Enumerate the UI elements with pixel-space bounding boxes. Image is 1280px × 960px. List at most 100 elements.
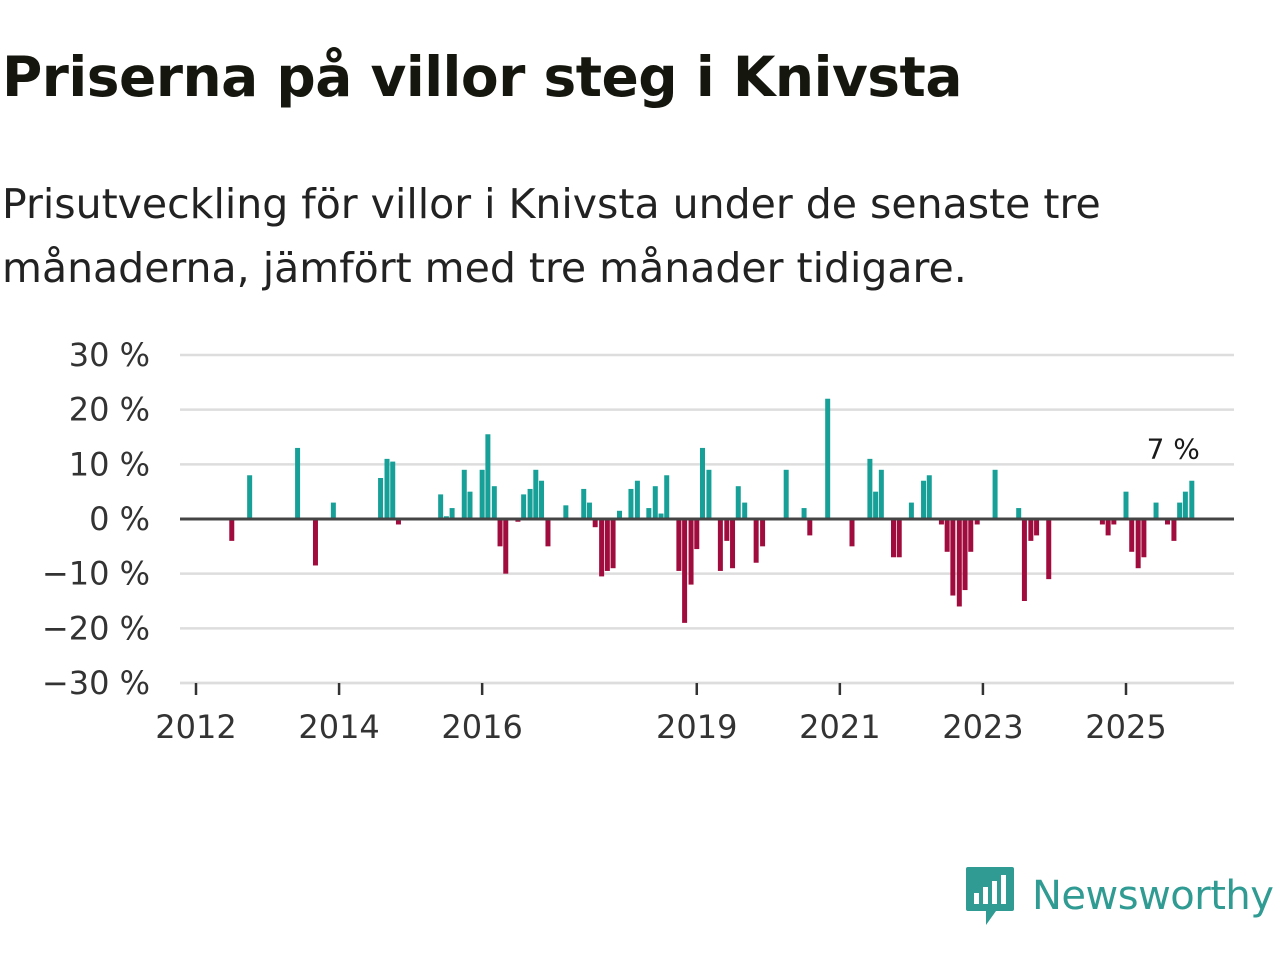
bar [545,519,551,547]
x-tick-label: 2012 [155,708,236,746]
bar [724,519,730,541]
bar [1164,519,1170,525]
bar [699,447,705,519]
chart-subtitle: Prisutveckling för villor i Knivsta unde… [2,180,1101,292]
bar [1028,519,1034,541]
bar [742,502,748,519]
bar [676,519,682,571]
y-tick-label: −10 % [42,555,150,593]
bar [599,519,605,577]
bar [896,519,902,558]
y-tick-label: −20 % [42,609,150,647]
bar [604,519,610,571]
bar [926,475,932,519]
chart-title: Priserna på villor steg i Knivsta [2,45,962,109]
bar [1171,519,1177,541]
bar [956,519,962,607]
bar [1123,491,1129,519]
bar [1135,519,1141,569]
bar [1034,519,1040,536]
bar [634,480,640,519]
x-tick-label: 2021 [799,708,880,746]
bar [921,480,927,519]
bar [962,519,968,591]
bar [753,519,759,563]
bar [849,519,855,547]
y-tick-label: 30 % [69,336,150,374]
bar [395,519,401,525]
x-axis: 2012 2014 2016 2019 2021 2023 2025 [155,681,1234,746]
bar [730,519,736,569]
bar [908,502,914,519]
bar [891,519,896,558]
last-value-label: 7 % [1147,433,1200,466]
bar [617,510,623,519]
bar [1099,519,1105,525]
bar [485,434,491,519]
x-tick-label: 2014 [298,708,379,746]
y-tick-label: 20 % [69,391,150,429]
bars [229,398,1195,623]
bar [938,519,944,525]
bar [783,469,789,519]
bar [760,519,766,547]
bar [497,519,503,547]
bar [1153,502,1159,519]
bar [1129,519,1135,552]
bar [1021,519,1027,601]
bar [1141,519,1147,558]
bar [581,488,587,519]
bar [390,461,396,519]
bar [533,469,539,519]
bar [586,502,592,519]
bar [878,469,884,519]
bar [717,519,723,571]
bar [950,519,956,596]
bar [563,505,569,519]
x-tick-label: 2019 [656,708,737,746]
bar [330,502,336,519]
newsworthy-logo-icon [966,867,1014,925]
bar [1177,502,1183,519]
bar [992,469,998,519]
y-tick-label: 10 % [69,445,150,483]
bar [1016,508,1022,519]
bar [610,519,616,569]
newsworthy-logo: Newsworthy [964,864,1274,928]
bar [1182,491,1188,519]
bar [628,488,634,519]
brand-name: Newsworthy [1032,873,1274,919]
bar [479,469,485,519]
bar [491,486,497,519]
bar [521,494,527,519]
bar [658,513,664,519]
bar [1111,519,1117,525]
bar [247,475,253,519]
bar [295,447,301,519]
y-axis-ticks: 30 % 20 % 10 % 0 % −10 % −20 % −30 % [42,336,150,702]
bar [592,519,598,528]
bar [735,486,741,519]
bar [652,486,658,519]
bar [527,488,533,519]
bar [646,508,652,519]
y-tick-label: −30 % [42,664,150,702]
bar [461,469,467,519]
bar [229,519,235,541]
bar [807,519,813,536]
bar [968,519,974,552]
bar [688,519,694,585]
bar [682,519,688,623]
x-tick-label: 2023 [942,708,1023,746]
bar [539,480,545,519]
x-tick-label: 2016 [441,708,522,746]
bar [384,458,390,519]
bar [1046,519,1052,580]
bar [449,508,455,519]
bar [378,478,384,519]
bar [503,519,509,574]
bar [664,475,670,519]
bar [825,398,831,519]
bar [974,519,980,525]
bar [312,519,318,566]
